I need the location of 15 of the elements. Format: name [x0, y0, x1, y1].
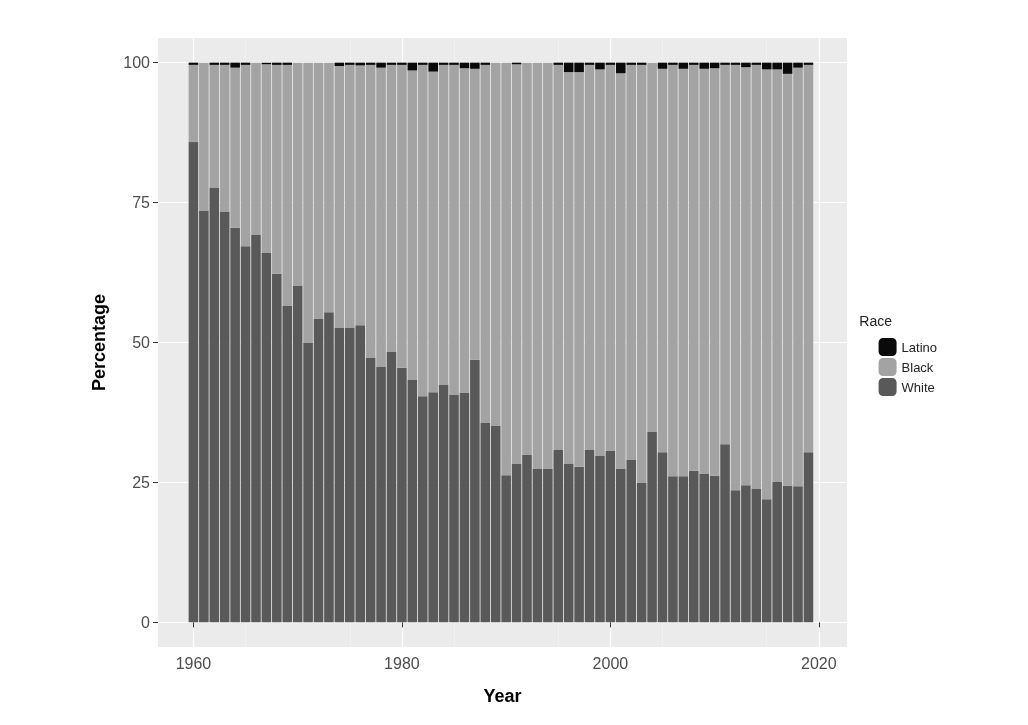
legend-label: White	[901, 379, 935, 395]
legend-label: Black	[901, 359, 934, 375]
y-tick-label: 25	[132, 473, 151, 491]
y-tick-label: 100	[123, 54, 151, 72]
x-tick-label: 1960	[175, 654, 212, 672]
x-tick-label: 2000	[592, 654, 629, 672]
y-axis-title: Percentage	[89, 293, 109, 392]
y-tick-label: 50	[132, 334, 151, 351]
x-axis-title: Year	[483, 686, 522, 706]
legend-title: Race	[859, 313, 893, 329]
x-tick-label: 1980	[384, 654, 420, 672]
y-tick-label: 0	[141, 613, 151, 631]
x-tick-label: 2020	[801, 654, 837, 672]
y-tick-label: 75	[132, 194, 151, 212]
legend-label: Latino	[901, 339, 937, 355]
